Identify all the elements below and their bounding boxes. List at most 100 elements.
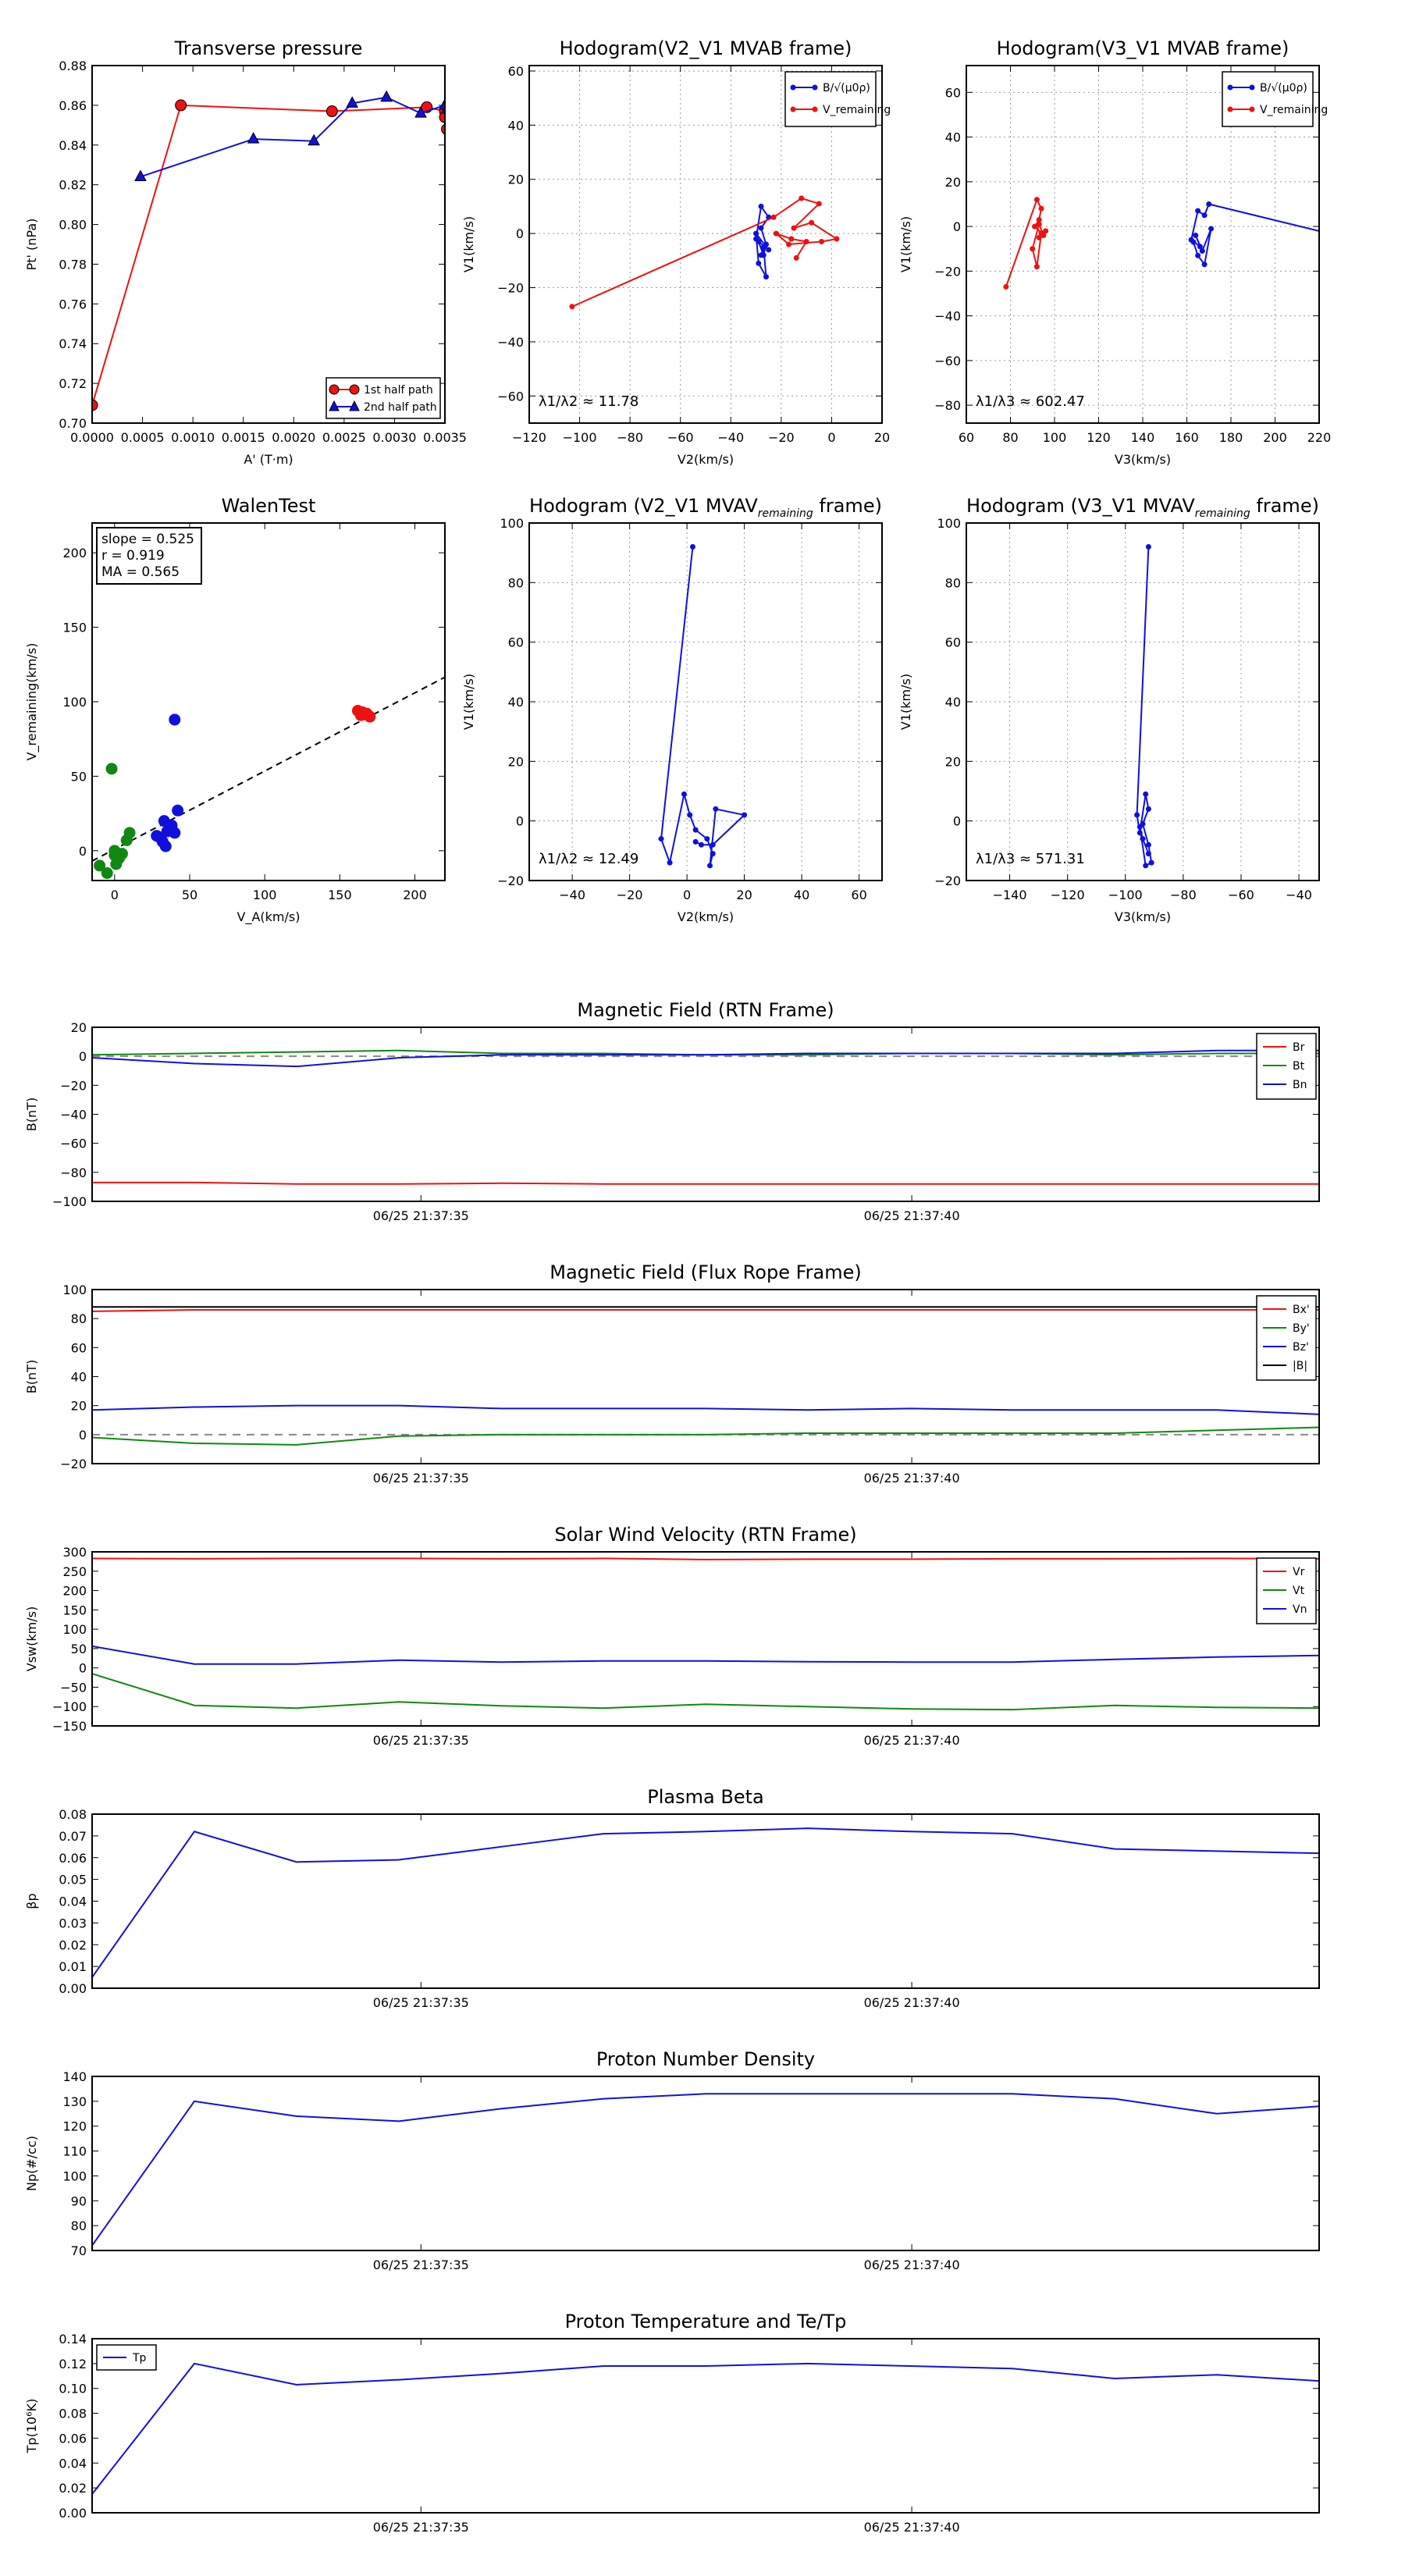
data-point xyxy=(439,98,445,110)
series-line-By xyxy=(92,1426,1319,1446)
y-tick-label: 60 xyxy=(945,635,961,650)
x-tick-label: −60 xyxy=(1228,888,1254,902)
y-tick-label: 40 xyxy=(945,695,961,710)
x-tick-label: 100 xyxy=(253,888,277,902)
data-point xyxy=(763,241,769,247)
y-tick-label: −60 xyxy=(497,389,524,404)
data-point xyxy=(92,399,98,411)
data-point xyxy=(172,804,184,817)
x-tick-label: 220 xyxy=(1307,430,1332,445)
y-tick-label: −100 xyxy=(52,1194,87,1209)
series-line-Tp xyxy=(92,2362,1319,2495)
data-point xyxy=(713,806,719,812)
data-point xyxy=(766,247,772,253)
y-tick-label: 140 xyxy=(62,2069,87,2084)
y-tick-label: 80 xyxy=(71,1311,87,1326)
data-point xyxy=(1033,264,1040,270)
data-point xyxy=(101,866,113,879)
data-point xyxy=(1195,208,1201,214)
chart-title: Hodogram(V3_V1 MVAB frame) xyxy=(997,37,1289,59)
data-point xyxy=(380,90,393,102)
y-tick-label: 0 xyxy=(79,844,87,859)
legend-marker xyxy=(1249,84,1255,91)
plot-frame xyxy=(91,2338,1320,2514)
data-point xyxy=(707,863,713,869)
y-tick-label: 200 xyxy=(62,546,87,560)
data-point xyxy=(1036,221,1042,227)
x-tick-label: 0 xyxy=(111,888,119,902)
data-point xyxy=(441,123,445,135)
legend-label: |B| xyxy=(1293,1360,1307,1372)
y-tick-label: 50 xyxy=(71,1642,87,1656)
data-point xyxy=(809,219,815,226)
data-point xyxy=(753,230,759,237)
legend-box xyxy=(325,377,441,419)
x-axis-label: V2(km/s) xyxy=(678,909,734,924)
legend-label: V_remaining xyxy=(823,104,891,116)
hodo-mvav-21-panel: −40 −20 0 20 40 60 −20 0 20 40 60 80 100 Hodogram (V2… xyxy=(461,495,883,924)
stats-line: r = 0.919 xyxy=(101,548,165,564)
y-tick-label: 100 xyxy=(62,2169,87,2183)
x-tick-label: 180 xyxy=(1219,430,1243,445)
y-tick-label: 80 xyxy=(508,575,524,590)
eigenvalue-ratio: λ1/λ3 ≈ 571.31 xyxy=(976,851,1085,867)
y-tick-label: 0.04 xyxy=(59,2456,87,2471)
series-line-Vn xyxy=(92,1645,1319,1665)
data-point xyxy=(793,254,799,261)
y-tick-label: 40 xyxy=(508,695,524,710)
y-tick-label: 0.02 xyxy=(59,1937,87,1952)
y-axis-label: Vsw(km/s) xyxy=(24,1606,39,1671)
chart-title: Hodogram (V2_V1 MVAVremaining frame) xyxy=(529,495,882,520)
y-tick-label: 20 xyxy=(508,173,524,187)
y-tick-label: 0.00 xyxy=(59,2506,87,2521)
legend-marker xyxy=(1227,106,1233,112)
data-point xyxy=(1193,233,1199,239)
y-tick-label: 80 xyxy=(945,575,961,590)
x-tick-label: 60 xyxy=(851,888,866,902)
y-tick-label: 0.01 xyxy=(59,1959,87,1974)
y-tick-label: 20 xyxy=(71,1399,87,1414)
chart-title: Transverse pressure xyxy=(174,37,363,59)
hodo-mvav-31-plot-area xyxy=(1134,544,1154,869)
y-tick-label: 0 xyxy=(516,814,524,829)
data-point xyxy=(439,111,445,123)
x-tick-label: 06/25 21:37:40 xyxy=(864,1471,960,1485)
y-tick-label: 0.82 xyxy=(59,178,87,193)
hodo-mvav-21-plot-area xyxy=(658,544,748,869)
y-tick-label: 0.88 xyxy=(59,59,87,73)
x-axis-label: A' (T·m) xyxy=(244,452,293,467)
y-tick-label: −80 xyxy=(60,1165,87,1180)
x-tick-label: 0.0020 xyxy=(272,430,315,445)
legend-label: 1st half path xyxy=(364,384,433,397)
series-line-Bx xyxy=(92,1309,1319,1312)
data-point xyxy=(1143,791,1149,797)
legend-label: Bt xyxy=(1293,1060,1305,1073)
data-point xyxy=(788,236,795,242)
x-tick-label: −20 xyxy=(768,430,795,445)
y-tick-label: −150 xyxy=(52,1719,87,1734)
legend-label: V_remaining xyxy=(1260,104,1328,116)
legend-label: 2nd half path xyxy=(364,401,437,414)
data-point xyxy=(134,169,147,181)
x-tick-label: 200 xyxy=(1263,430,1287,445)
y-tick-label: 50 xyxy=(71,769,87,784)
legend-marker xyxy=(329,384,340,395)
legend-marker xyxy=(1249,106,1255,112)
x-tick-label: 80 xyxy=(1002,430,1018,445)
data-point xyxy=(1195,252,1201,258)
x-tick-label: 60 xyxy=(959,430,974,445)
y-tick-label: 0.14 xyxy=(59,2332,87,2347)
sw-vel-plot-area xyxy=(92,1557,1319,1711)
chart-title: Plasma Beta xyxy=(647,1786,763,1808)
y-tick-label: 0.06 xyxy=(59,2431,87,2446)
y-tick-label: −20 xyxy=(60,1457,87,1471)
data-point xyxy=(687,812,693,818)
y-tick-label: 0.05 xyxy=(59,1873,87,1888)
data-point xyxy=(786,241,792,247)
x-tick-label: −120 xyxy=(512,430,546,445)
np-panel: 70 80 90 100 110 120 130 140 06/25 21:37:35 06/25… xyxy=(24,2048,1320,2272)
x-tick-label: 06/25 21:37:40 xyxy=(864,1208,960,1223)
plot-frame xyxy=(91,1289,1320,1464)
plot-frame xyxy=(528,522,883,881)
legend-label: Bz' xyxy=(1293,1341,1309,1354)
